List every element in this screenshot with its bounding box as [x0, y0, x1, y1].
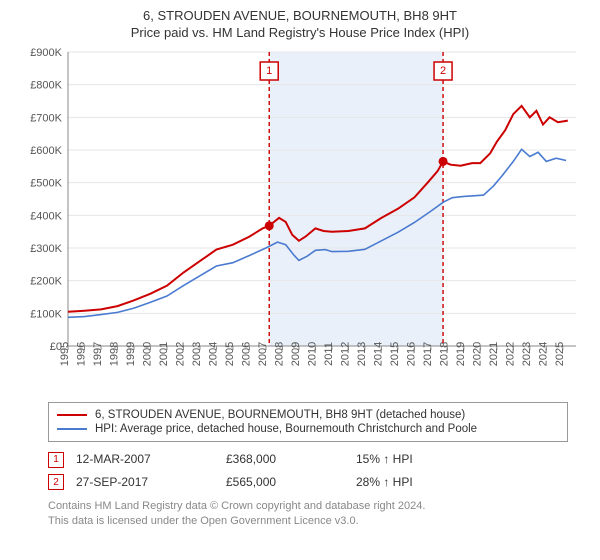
- svg-text:2017: 2017: [422, 342, 434, 366]
- legend-label-hpi: HPI: Average price, detached house, Bour…: [95, 423, 477, 435]
- page-subtitle: Price paid vs. HM Land Registry's House …: [10, 25, 590, 40]
- svg-text:2025: 2025: [554, 342, 566, 366]
- marker-badge-1: 1: [48, 452, 64, 468]
- svg-text:1997: 1997: [92, 342, 104, 366]
- svg-text:2011: 2011: [323, 342, 335, 366]
- marker-hpi-2: 28% ↑ HPI: [356, 475, 486, 489]
- svg-text:2007: 2007: [257, 342, 269, 366]
- svg-text:£300K: £300K: [30, 243, 62, 255]
- svg-text:1996: 1996: [75, 342, 87, 366]
- footer: Contains HM Land Registry data © Crown c…: [48, 499, 590, 529]
- svg-text:1: 1: [266, 65, 272, 77]
- svg-text:2013: 2013: [356, 342, 368, 366]
- svg-text:2018: 2018: [438, 342, 450, 366]
- title-block: 6, STROUDEN AVENUE, BOURNEMOUTH, BH8 9HT…: [10, 8, 590, 40]
- footer-license: This data is licensed under the Open Gov…: [48, 514, 590, 529]
- svg-text:£600K: £600K: [30, 145, 62, 157]
- svg-text:2015: 2015: [389, 342, 401, 366]
- svg-text:1995: 1995: [59, 342, 71, 366]
- svg-text:£700K: £700K: [30, 112, 62, 124]
- svg-text:1998: 1998: [108, 342, 120, 366]
- svg-text:2006: 2006: [240, 342, 252, 366]
- legend-item-property: 6, STROUDEN AVENUE, BOURNEMOUTH, BH8 9HT…: [57, 409, 559, 421]
- svg-text:£900K: £900K: [30, 47, 62, 59]
- chart-container: 6, STROUDEN AVENUE, BOURNEMOUTH, BH8 9HT…: [0, 0, 600, 560]
- svg-text:2019: 2019: [455, 342, 467, 366]
- price-chart: £0£100K£200K£300K£400K£500K£600K£700K£80…: [20, 46, 580, 396]
- svg-text:£100K: £100K: [30, 308, 62, 320]
- legend: 6, STROUDEN AVENUE, BOURNEMOUTH, BH8 9HT…: [48, 402, 568, 442]
- svg-text:£400K: £400K: [30, 210, 62, 222]
- svg-text:2002: 2002: [174, 342, 186, 366]
- marker-date-2: 27-SEP-2017: [76, 475, 226, 489]
- page-title-address: 6, STROUDEN AVENUE, BOURNEMOUTH, BH8 9HT: [10, 8, 590, 23]
- footer-copyright: Contains HM Land Registry data © Crown c…: [48, 499, 590, 514]
- svg-text:2016: 2016: [405, 342, 417, 366]
- marker-price-1: £368,000: [226, 452, 356, 466]
- legend-swatch-hpi: [57, 428, 87, 430]
- svg-text:2008: 2008: [273, 342, 285, 366]
- svg-text:2014: 2014: [372, 342, 384, 366]
- svg-text:2021: 2021: [488, 342, 500, 366]
- svg-text:2012: 2012: [339, 342, 351, 366]
- marker-hpi-1: 15% ↑ HPI: [356, 452, 486, 466]
- svg-text:£500K: £500K: [30, 178, 62, 190]
- sale-markers-table: 1 12-MAR-2007 £368,000 15% ↑ HPI 2 27-SE…: [48, 448, 568, 493]
- table-row: 2 27-SEP-2017 £565,000 28% ↑ HPI: [48, 471, 568, 494]
- svg-text:2010: 2010: [306, 342, 318, 366]
- svg-text:2024: 2024: [537, 342, 549, 366]
- chart-wrap: £0£100K£200K£300K£400K£500K£600K£700K£80…: [20, 46, 580, 396]
- svg-text:£200K: £200K: [30, 276, 62, 288]
- legend-item-hpi: HPI: Average price, detached house, Bour…: [57, 423, 559, 435]
- svg-text:2: 2: [440, 65, 446, 77]
- table-row: 1 12-MAR-2007 £368,000 15% ↑ HPI: [48, 448, 568, 471]
- svg-text:2023: 2023: [521, 342, 533, 366]
- svg-text:1999: 1999: [125, 342, 137, 366]
- marker-price-2: £565,000: [226, 475, 356, 489]
- svg-text:2022: 2022: [504, 342, 516, 366]
- svg-text:£800K: £800K: [30, 80, 62, 92]
- svg-text:2009: 2009: [290, 342, 302, 366]
- svg-text:2020: 2020: [471, 342, 483, 366]
- svg-text:2005: 2005: [224, 342, 236, 366]
- marker-badge-2: 2: [48, 474, 64, 490]
- legend-label-property: 6, STROUDEN AVENUE, BOURNEMOUTH, BH8 9HT…: [95, 409, 465, 421]
- marker-date-1: 12-MAR-2007: [76, 452, 226, 466]
- legend-swatch-property: [57, 414, 87, 416]
- svg-text:2004: 2004: [207, 342, 219, 366]
- svg-text:2000: 2000: [141, 342, 153, 366]
- svg-text:2003: 2003: [191, 342, 203, 366]
- svg-text:2001: 2001: [158, 342, 170, 366]
